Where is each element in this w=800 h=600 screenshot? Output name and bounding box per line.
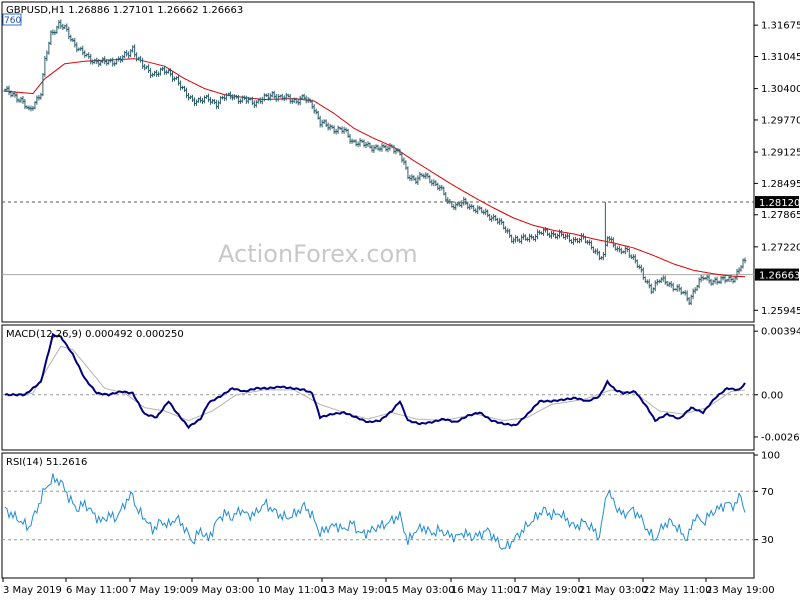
current-price-label: 1.26663 <box>759 271 800 282</box>
macd-header: MACD(12,26,9) 0.000492 0.000250 <box>6 329 184 340</box>
price-y-tick-label: 1.29125 <box>761 148 800 159</box>
macd-y-tick-label: 0.00 <box>761 390 783 401</box>
resistance-label: 1.28120 <box>759 198 800 209</box>
x-axis-tick-label: 22 May 11:00 <box>643 585 712 596</box>
macd-line <box>4 332 746 430</box>
x-axis-tick-label: 17 May 19:00 <box>515 585 584 596</box>
rsi-panel-frame <box>1 452 755 579</box>
x-axis-tick-label: 3 May 2019 <box>3 585 62 596</box>
macd-signal-line <box>4 345 746 422</box>
corner-label: 760 <box>4 16 21 26</box>
price-y-tick-label: 1.25945 <box>761 306 800 317</box>
x-axis-tick-label: 7 May 19:00 <box>130 585 192 596</box>
x-axis-tick-label: 6 May 11:00 <box>66 585 128 596</box>
price-header: GBPUSD,H1 1.26886 1.27101 1.26662 1.2666… <box>6 5 243 16</box>
rsi-header: RSI(14) 51.2616 <box>6 457 87 468</box>
macd-y-tick-label: -0.002616 <box>761 432 800 443</box>
corner-label-box[interactable] <box>2 13 22 26</box>
x-axis-tick-label: 13 May 19:00 <box>322 585 391 596</box>
rsi-y-tick-label: 70 <box>761 487 774 498</box>
current-price-label-box <box>755 268 799 281</box>
price-y-tick-label: 1.31675 <box>761 21 800 32</box>
price-y-tick-label: 1.30400 <box>761 84 800 95</box>
macd-panel-frame <box>1 324 755 451</box>
price-y-tick-label: 1.29770 <box>761 115 800 126</box>
moving-average-line <box>4 58 746 278</box>
price-y-tick-label: 1.28495 <box>761 179 800 190</box>
macd-y-tick-label: 0.003941 <box>761 327 800 338</box>
watermark: ActionForex.com <box>218 240 418 268</box>
x-axis-tick-label: 9 May 03:00 <box>192 585 254 596</box>
x-axis-tick-label: 16 May 11:00 <box>451 585 520 596</box>
x-axis-tick-label: 10 May 11:00 <box>258 585 327 596</box>
rsi-line <box>4 473 746 551</box>
price-y-tick-label: 1.27865 <box>761 210 800 221</box>
price-panel-frame <box>1 1 755 323</box>
x-axis-tick-label: 21 May 03:00 <box>579 585 648 596</box>
resistance-label-box <box>755 196 799 209</box>
price-y-tick-label: 1.27220 <box>761 242 800 253</box>
x-axis-tick-label: 23 May 19:00 <box>706 585 775 596</box>
rsi-y-tick-label: 30 <box>761 535 774 546</box>
rsi-y-tick-label: 100 <box>761 451 780 462</box>
x-axis-tick-label: 15 May 03:00 <box>386 585 455 596</box>
price-y-tick-label: 1.31045 <box>761 52 800 63</box>
